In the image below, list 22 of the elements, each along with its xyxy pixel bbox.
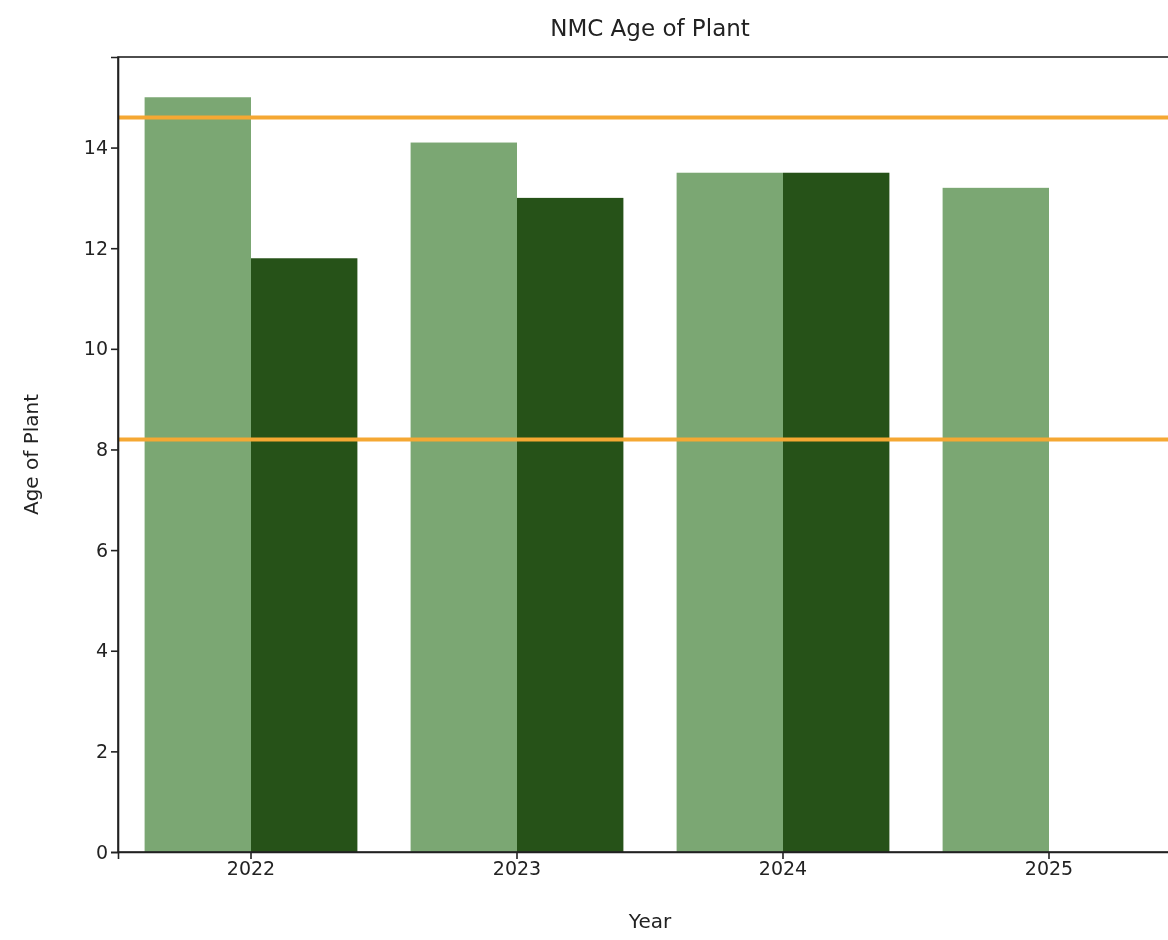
x-tick-label: 2023	[492, 857, 542, 880]
bar	[783, 172, 890, 852]
x-tick-label: 2024	[758, 857, 808, 880]
y-tick-label: 10	[83, 337, 108, 360]
bar	[410, 142, 517, 852]
bar	[144, 97, 251, 852]
x-axis-title: Year	[627, 909, 672, 933]
y-tick-label: 14	[83, 136, 108, 159]
y-tick-label: 6	[95, 538, 108, 561]
bar	[517, 197, 624, 852]
y-tick-label: 8	[95, 438, 108, 461]
y-axis-title: Age of Plant	[19, 393, 43, 516]
y-tick-label: 0	[95, 840, 108, 863]
y-tick-label: 2	[95, 739, 108, 762]
x-tick-label: 2022	[226, 857, 276, 880]
chart-title: NMC Age of Plant	[550, 15, 750, 41]
bar	[676, 172, 783, 852]
bar	[942, 187, 1049, 852]
y-tick-label: 12	[83, 236, 108, 259]
x-tick-label: 2025	[1024, 857, 1074, 880]
bar	[251, 258, 358, 852]
y-tick-label: 4	[95, 639, 108, 662]
